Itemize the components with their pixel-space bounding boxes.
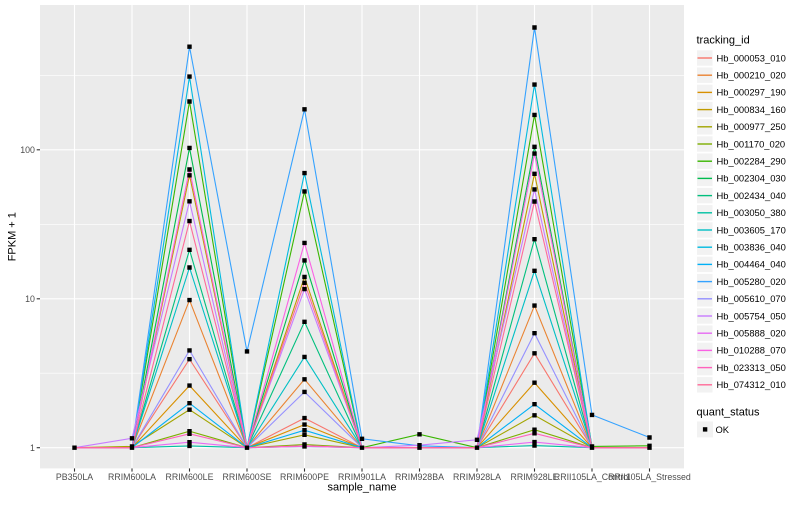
svg-text:Hb_005754_050: Hb_005754_050: [717, 310, 786, 321]
svg-text:Hb_000297_190: Hb_000297_190: [717, 87, 786, 98]
svg-text:Hb_005280_020: Hb_005280_020: [717, 276, 786, 287]
svg-text:sample_name: sample_name: [327, 482, 396, 494]
svg-text:Hb_023313_050: Hb_023313_050: [717, 362, 786, 373]
svg-text:Hb_000977_250: Hb_000977_250: [717, 121, 786, 132]
svg-text:PB350LA: PB350LA: [56, 472, 93, 482]
svg-text:OK: OK: [716, 424, 730, 435]
svg-text:Hb_004464_040: Hb_004464_040: [717, 259, 786, 270]
svg-text:RRIM928LE: RRIM928LE: [511, 472, 559, 482]
svg-text:Hb_001170_020: Hb_001170_020: [717, 138, 786, 149]
svg-text:Hb_000053_010: Hb_000053_010: [717, 52, 786, 63]
svg-text:10: 10: [25, 294, 35, 304]
svg-text:FPKM + 1: FPKM + 1: [7, 212, 19, 261]
svg-text:Hb_074312_010: Hb_074312_010: [717, 379, 786, 390]
svg-text:Hb_005888_020: Hb_005888_020: [717, 328, 786, 339]
svg-text:Hb_003605_170: Hb_003605_170: [717, 224, 786, 235]
svg-text:Hb_002304_030: Hb_002304_030: [717, 173, 786, 184]
svg-text:tracking_id: tracking_id: [697, 35, 750, 47]
svg-text:100: 100: [20, 145, 35, 155]
svg-text:Hb_002434_040: Hb_002434_040: [717, 190, 786, 201]
svg-text:RRIM600LE: RRIM600LE: [166, 472, 214, 482]
svg-text:Hb_003836_040: Hb_003836_040: [717, 242, 786, 253]
svg-text:RRIM600LA: RRIM600LA: [108, 472, 156, 482]
svg-text:RRIM928BA: RRIM928BA: [395, 472, 444, 482]
svg-text:1: 1: [30, 443, 35, 453]
svg-text:RRIM600PE: RRIM600PE: [280, 472, 329, 482]
svg-text:Hb_010288_070: Hb_010288_070: [717, 345, 786, 356]
svg-text:quant_status: quant_status: [697, 407, 760, 419]
svg-text:RRIM901LA: RRIM901LA: [338, 472, 386, 482]
svg-text:Hb_002284_290: Hb_002284_290: [717, 156, 786, 167]
svg-text:RRII105LA_Control: RRII105LA_Control: [554, 472, 630, 482]
svg-text:Hb_003050_380: Hb_003050_380: [717, 207, 786, 218]
svg-text:Hb_005610_070: Hb_005610_070: [717, 293, 786, 304]
svg-text:RRIM600SE: RRIM600SE: [223, 472, 272, 482]
svg-text:Hb_000210_020: Hb_000210_020: [717, 70, 786, 81]
svg-text:RRIM928LA: RRIM928LA: [453, 472, 501, 482]
svg-text:RRII105LA_Stressed: RRII105LA_Stressed: [608, 472, 691, 482]
svg-text:Hb_000834_160: Hb_000834_160: [717, 104, 786, 115]
